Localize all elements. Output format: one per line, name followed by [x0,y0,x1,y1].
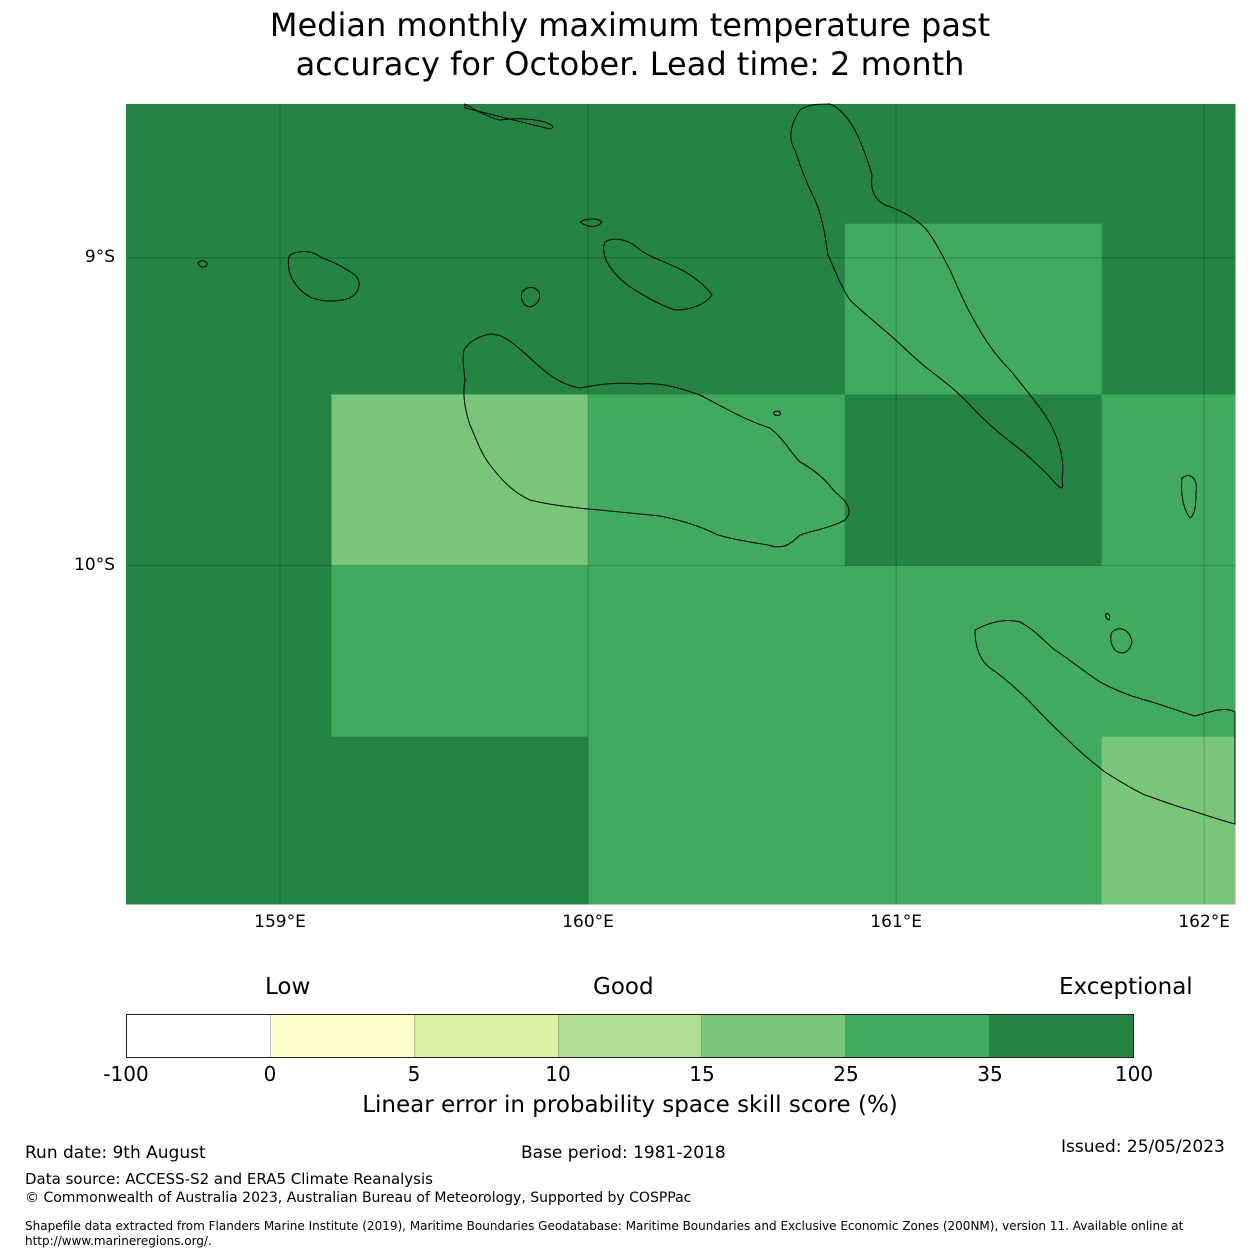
skill-map [126,103,1236,905]
coastline-russell-islands [287,251,360,302]
skill-cell [844,394,1103,567]
skill-cell [126,736,332,905]
colorbar-segment [127,1015,271,1057]
coastline-east-islet [1181,475,1197,519]
skill-cell [1101,736,1236,905]
skill-cell [844,736,1103,905]
coastline-florida-islands [603,238,713,311]
colorbar-segment [846,1015,991,1057]
longitude-tick-label: 160°E [562,912,614,932]
colorbar-segment [414,1015,559,1057]
skill-cell [331,223,589,395]
colorbar-tick-label: -100 [103,1062,149,1086]
skill-cell [588,565,846,738]
colorbar-tick-label: 10 [545,1062,571,1086]
colorbar-tick-label: 100 [1114,1062,1154,1086]
skill-cell [844,565,1103,738]
latitude-tick-label: 10°S [74,554,115,575]
skill-cell [331,104,589,225]
colorbar-tick-label: 0 [263,1062,277,1086]
coastline-north-islands [464,103,554,130]
colorbar-segment [990,1015,1134,1057]
skill-cell [844,104,1103,225]
skill-cell [126,223,332,395]
skill-cell [126,565,332,738]
map-title: Median monthly maximum temperature past … [0,6,1260,84]
colorbar [126,1014,1134,1058]
issued-date: Issued: 25/05/2023 [1061,1137,1225,1157]
run-date: Run date: 9th August [25,1143,206,1163]
skill-cell [588,223,846,395]
longitude-tick-label: 162°E [1178,912,1231,932]
skill-cell [588,104,846,225]
skill-cell [1101,223,1236,395]
coastline-savo [520,287,541,308]
colorbar-tick-label: 5 [407,1062,421,1086]
skill-cell [588,736,846,905]
colorbar-segment [702,1015,847,1057]
coastline-ulawa [1110,628,1133,654]
colorbar-tick-label: 35 [977,1062,1003,1086]
title-line-1: Median monthly maximum temperature past [269,6,991,44]
skill-cell [331,565,589,738]
colorbar-segment [558,1015,703,1057]
skill-cell [331,736,589,905]
title-line-2: accuracy for October. Lead time: 2 month [295,45,965,83]
legend-good-label: Good [593,974,654,1000]
data-source: Data source: ACCESS-S2 and ERA5 Climate … [25,1170,433,1188]
longitude-tick-label: 161°E [870,912,922,932]
skill-cell [126,104,332,225]
skill-cell [1101,565,1236,738]
latitude-tick-label: 9°S [84,246,115,267]
colorbar-tick-label: 25 [833,1062,859,1086]
coastline-small-1 [579,218,603,227]
colorbar-tick-label: 15 [689,1062,715,1086]
skill-cell [588,394,846,567]
coastline-small-west [197,260,208,268]
colorbar-label: Linear error in probability space skill … [362,1092,898,1118]
skill-cell [1101,104,1236,225]
coastline-makira [974,619,1236,825]
legend-exceptional-label: Exceptional [1059,974,1193,1000]
base-period: Base period: 1981-2018 [521,1143,726,1163]
coastline-guadalcanal [462,333,850,548]
coastline-malaita [790,103,1064,489]
coastline-small-3 [1105,613,1111,621]
shapefile-credit: Shapefile data extracted from Flanders M… [25,1219,1184,1248]
skill-cell [844,223,1103,395]
skill-cell [126,394,332,567]
legend-low-label: Low [265,974,311,1000]
graticule-lines [126,104,1235,904]
coastlines [197,103,1236,825]
skill-grid-cells [126,104,1236,905]
coastline-small-2 [773,410,781,416]
longitude-tick-label: 159°E [254,912,306,932]
skill-cell [331,394,589,567]
copyright: © Commonwealth of Australia 2023, Austra… [25,1190,692,1206]
colorbar-segment [270,1015,415,1057]
skill-cell [1101,394,1236,567]
